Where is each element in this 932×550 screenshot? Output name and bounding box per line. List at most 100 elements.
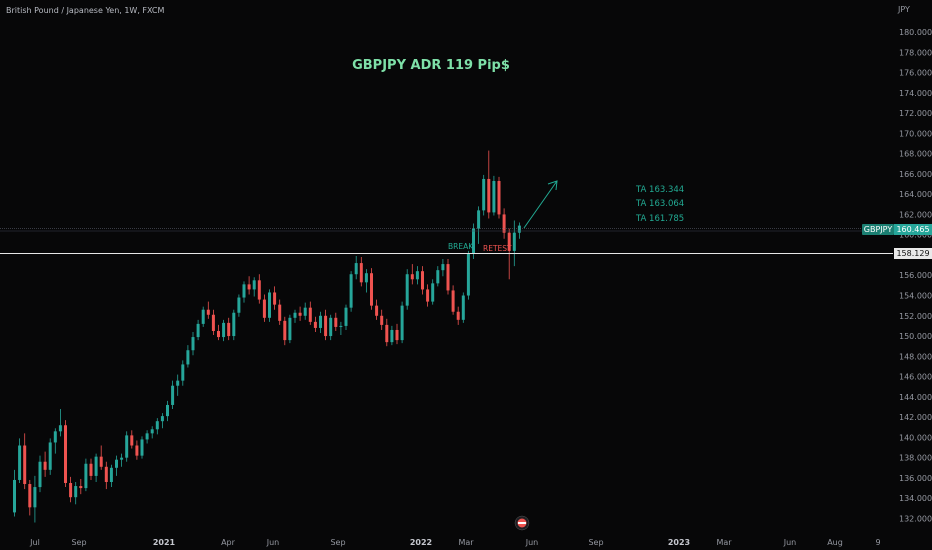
time-tick-label: 9 (875, 538, 880, 547)
candle (252, 277, 256, 297)
candle (405, 269, 409, 310)
price-tick-label: 154.000 (899, 292, 932, 301)
break-label[interactable]: BREAK (448, 242, 474, 251)
price-tick-label: 152.000 (899, 312, 932, 321)
candle (140, 436, 144, 459)
candle-body (375, 305, 379, 316)
candle (385, 318, 389, 347)
candle (237, 294, 241, 317)
candle (69, 476, 73, 503)
candle-body (405, 274, 409, 306)
candle-body (482, 178, 486, 211)
time-tick-label: Jun (266, 538, 280, 547)
candle-body (94, 456, 98, 476)
price-tick-label: 180.000 (899, 28, 932, 37)
candle-body (334, 317, 338, 327)
candle (283, 316, 287, 346)
price-tick-label: 164.000 (899, 190, 932, 199)
candle (482, 174, 486, 216)
target-label-3[interactable]: TA 161.785 (635, 214, 684, 224)
time-tick-label: Jun (525, 538, 539, 547)
candle-body (171, 385, 175, 405)
candle (64, 420, 67, 488)
target-label-1[interactable]: TA 163.344 (635, 185, 684, 195)
candle (415, 266, 419, 285)
candle-body (400, 305, 404, 341)
candle-body (278, 304, 282, 321)
price-tick-label: 132.000 (899, 514, 932, 523)
candle (487, 150, 491, 219)
candle (150, 426, 154, 439)
candle (400, 301, 404, 344)
candle (28, 479, 32, 516)
candle-body (247, 284, 251, 290)
candle (324, 309, 328, 341)
candle (196, 319, 200, 341)
target-label-2[interactable]: TA 163.064 (635, 199, 684, 209)
candle (211, 309, 215, 336)
time-tick-label: Jul (29, 538, 40, 547)
candle-body (237, 297, 241, 313)
candle-body (257, 280, 261, 300)
time-tick-label: Aug (827, 538, 843, 547)
level-price-text: 158.129 (896, 249, 929, 258)
price-tick-label: 146.000 (899, 373, 932, 382)
candle (492, 175, 496, 216)
candle-body (354, 263, 358, 275)
symbol-tag (862, 224, 894, 235)
candle-body (196, 323, 200, 338)
candle-body (125, 435, 129, 458)
price-tick-label: 138.000 (899, 454, 932, 463)
candle-body (160, 416, 164, 422)
price-tick-label: 172.000 (899, 109, 932, 118)
candle (431, 279, 435, 305)
price-tick-label: 150.000 (899, 332, 932, 341)
level-price-tag[interactable]: 158.129 (894, 248, 932, 259)
last-price-tag[interactable]: GBPJPY 160.465 (862, 224, 932, 235)
chart-title-annotation[interactable]: GBPJPY ADR 119 Pip$ (352, 58, 510, 73)
retest-label[interactable]: RETEST (483, 244, 512, 253)
candle (84, 458, 88, 492)
candle (191, 331, 195, 356)
target-arrow[interactable] (523, 180, 558, 229)
candle (268, 289, 271, 322)
candle (125, 431, 129, 462)
candle-body (303, 307, 307, 316)
candle-body (23, 445, 27, 485)
price-tick-label: 178.000 (899, 48, 932, 57)
candle-body (298, 312, 302, 316)
candle-body (502, 214, 506, 233)
candle-body (166, 404, 169, 417)
candle-body (466, 253, 470, 296)
candle (115, 455, 118, 476)
candle-body (155, 421, 159, 430)
candle (375, 299, 379, 320)
candle (222, 319, 226, 342)
candle-body (262, 299, 266, 318)
candle-body (145, 433, 149, 440)
candle (53, 428, 57, 454)
candle (497, 176, 501, 219)
candle (247, 276, 251, 295)
candle-body (227, 322, 231, 337)
candle (257, 274, 261, 304)
candle-body (217, 330, 220, 338)
price-tick-label: 176.000 (899, 69, 932, 78)
price-tick-label: 160.000 (899, 231, 932, 240)
candle-body (104, 466, 108, 482)
candle-body (242, 284, 246, 298)
candle-body (13, 479, 16, 513)
candle (278, 299, 282, 325)
candle (502, 208, 506, 239)
candle-body (344, 307, 348, 326)
candle (421, 266, 424, 295)
candle-body (74, 486, 78, 498)
candle (160, 413, 164, 429)
candle-body (507, 232, 511, 251)
candle (303, 302, 307, 320)
candle (288, 314, 292, 344)
candle-body (487, 178, 491, 213)
candle (456, 306, 460, 325)
candle (461, 292, 465, 323)
